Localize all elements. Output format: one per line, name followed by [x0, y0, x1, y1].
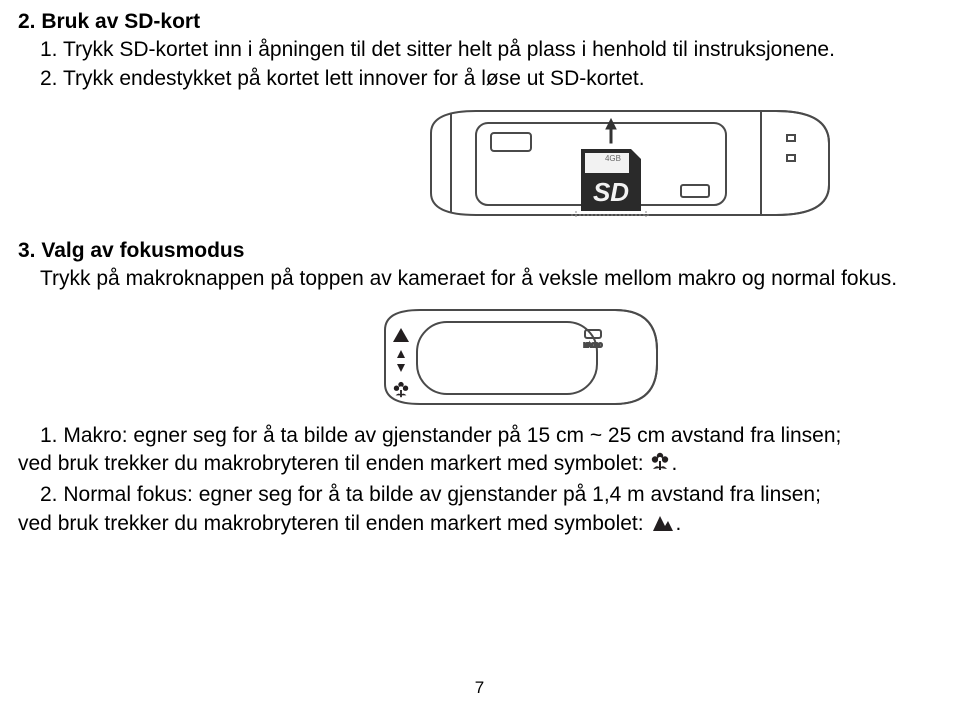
- section-2-line-1: 1. Trykk SD-kortet inn i åpningen til de…: [18, 36, 941, 64]
- svg-text:4GB: 4GB: [605, 154, 621, 163]
- flower-icon: [649, 451, 671, 481]
- section-3-item-1b: ved bruk trekker du makrobryteren til en…: [18, 452, 644, 475]
- figure-camera-sd: 4GB SD: [18, 103, 941, 223]
- section-3-item-2a: 2. Normal fokus: egner seg for å ta bild…: [18, 481, 941, 509]
- section-3-item-1a: 1. Makro: egner seg for å ta bilde av gj…: [18, 422, 941, 450]
- section-3-item-2b: ved bruk trekker du makrobryteren til en…: [18, 512, 644, 535]
- section-3-item-2b-row: ved bruk trekker du makrobryteren til en…: [18, 510, 941, 541]
- section-3-item-2c: .: [675, 512, 681, 535]
- section-3-line-1: Trykk på makroknappen på toppen av kamer…: [18, 265, 941, 293]
- camera-sd-illustration: 4GB SD: [421, 103, 831, 223]
- figure-camera-macro: MACRO: [18, 300, 941, 412]
- svg-text:MACRO: MACRO: [583, 343, 602, 349]
- svg-text:SD: SD: [593, 177, 629, 207]
- section-3-heading: 3. Valg av fokusmodus: [18, 237, 941, 265]
- section-2-heading: 2. Bruk av SD-kort: [18, 8, 941, 36]
- section-3-heading-text: 3. Valg av fokusmodus: [18, 239, 244, 262]
- page-number: 7: [0, 678, 959, 698]
- section-3-item-1b-row: ved bruk trekker du makrobryteren til en…: [18, 450, 941, 481]
- camera-macro-illustration: MACRO: [375, 300, 665, 412]
- section-2-line-2: 2. Trykk endestykket på kortet lett inno…: [18, 65, 941, 93]
- section-3-item-1c: .: [671, 452, 677, 475]
- mountain-icon: [649, 513, 675, 541]
